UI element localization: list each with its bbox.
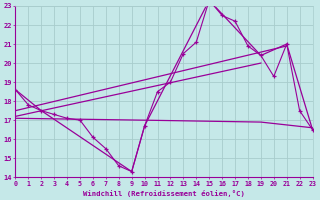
X-axis label: Windchill (Refroidissement éolien,°C): Windchill (Refroidissement éolien,°C) — [83, 190, 245, 197]
